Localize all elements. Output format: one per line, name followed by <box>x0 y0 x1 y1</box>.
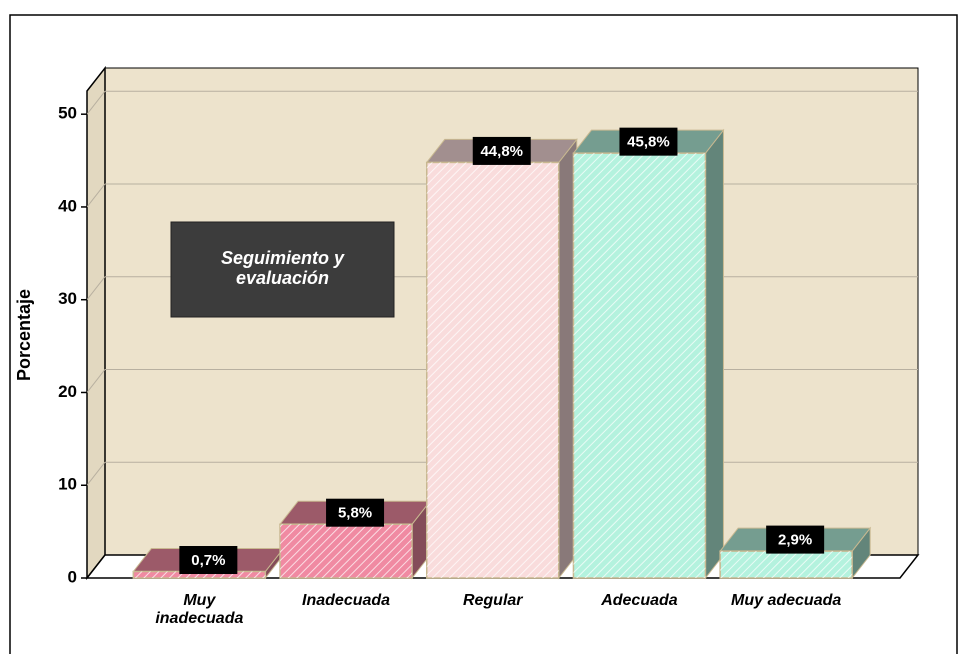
x-tick-label-box: Muy inadecuada <box>155 592 244 627</box>
grid-line <box>86 461 106 486</box>
value-label-box <box>766 525 825 554</box>
annotation: Seguimiento y evaluación <box>220 248 345 288</box>
left-wall <box>86 65 106 581</box>
value-label-box <box>619 127 678 156</box>
grid-line <box>86 369 106 393</box>
bar-hatch <box>426 162 559 578</box>
y-tick-label: 20 <box>58 382 77 401</box>
bar-hatch <box>133 571 266 578</box>
value-label-box <box>326 498 385 527</box>
value-label-box <box>472 136 531 165</box>
annotation-box <box>170 221 395 318</box>
y-tick-label: 30 <box>58 289 77 308</box>
x-tick-label-box: Adecuada <box>601 592 678 609</box>
grid-line <box>86 276 106 301</box>
bar-hatch <box>280 524 413 578</box>
grid-line <box>86 183 106 208</box>
value-label: 45,8% <box>627 134 670 151</box>
bar-hatch <box>720 551 853 578</box>
value-label: 0,7% <box>191 552 225 569</box>
value-label: 44,8% <box>480 143 523 160</box>
value-label-box <box>179 546 238 575</box>
y-tick-label: 0 <box>68 567 77 586</box>
x-tick-label: Adecuada <box>601 592 678 609</box>
x-tick-label-box: Regular <box>462 592 523 609</box>
x-tick-label: Inadecuada <box>302 592 391 609</box>
bar-side <box>704 128 724 580</box>
value-label: 5,8% <box>338 505 372 522</box>
annotation-box: Seguimiento y evaluación <box>220 248 345 288</box>
value-label: 2,9% <box>778 532 812 549</box>
x-tick-label-box: Inadecuada <box>302 592 391 609</box>
x-tick-label: Regular <box>462 592 523 609</box>
bar-hatch <box>573 153 706 578</box>
x-tick-label-box: Muy adecuada <box>731 592 842 609</box>
grid-line <box>86 90 106 115</box>
y-tick-label: 40 <box>58 196 77 215</box>
x-tick-label: Muy inadecuada <box>155 592 244 627</box>
x-tick-label: Muy adecuada <box>731 592 842 609</box>
y-tick-label: 50 <box>58 104 77 123</box>
y-tick-label: 10 <box>58 475 77 494</box>
y-axis-title: Porcentaje <box>14 289 34 381</box>
